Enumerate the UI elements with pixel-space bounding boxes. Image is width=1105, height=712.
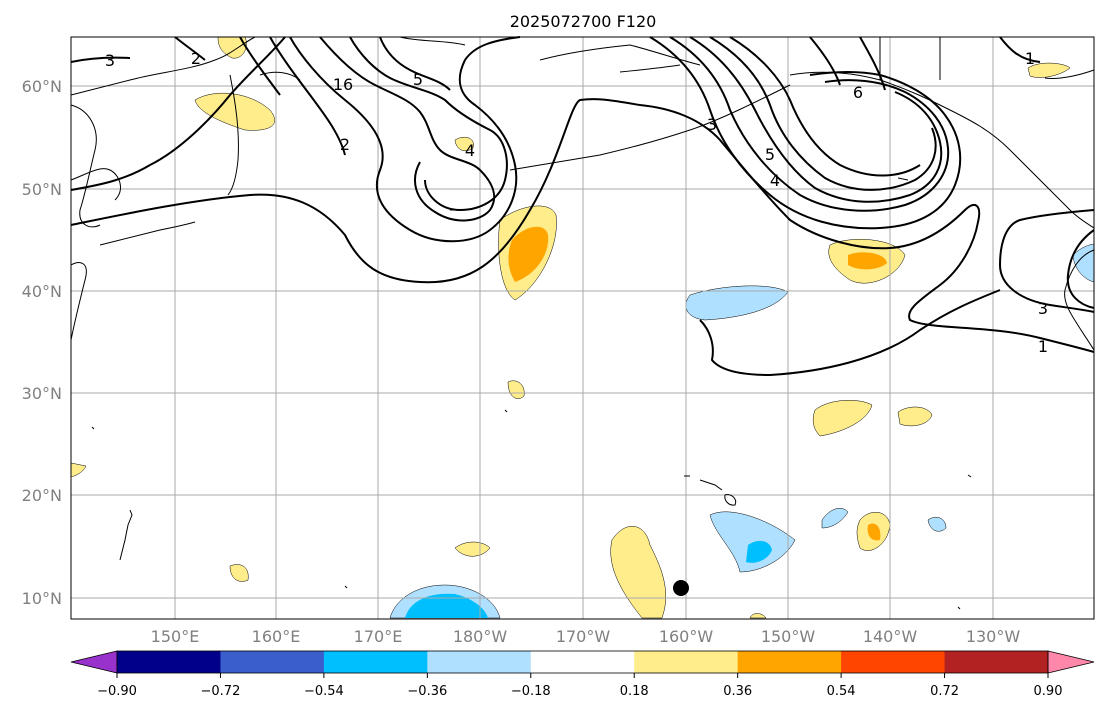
map-title: 2025072700 F120 <box>510 12 657 31</box>
fill-patch-light-blue <box>709 511 796 573</box>
fill-patch-yellow <box>812 400 873 437</box>
fill-patch-yellow <box>194 92 275 131</box>
colorbar-outline <box>116 650 1049 674</box>
colorbar-tick-label: −0.72 <box>201 684 241 699</box>
contour-label: 3 <box>105 51 115 70</box>
contour-label: 1 <box>1038 337 1048 356</box>
colorbar-extend-max <box>1047 650 1095 674</box>
colorbar-tick-label: −0.90 <box>97 684 137 699</box>
colorbar-segment <box>323 651 428 673</box>
latitude-label: 30°N <box>22 384 62 403</box>
latitude-axis: 60°N 50°N 40°N 30°N 20°N 10°N <box>22 77 62 608</box>
fill-patch-deep-blue <box>405 593 488 618</box>
fill-patch-yellow <box>217 36 247 59</box>
fill-patch-yellow <box>454 137 474 151</box>
colorbar-tick-label: −0.36 <box>407 684 447 699</box>
colorbar-segment <box>220 651 325 673</box>
map-frame <box>70 36 1095 620</box>
longitude-label: 130°W <box>966 627 1021 646</box>
longitude-label: 140°W <box>863 627 918 646</box>
fill-patch-light-blue <box>927 517 947 532</box>
latitude-label: 50°N <box>22 180 62 199</box>
fill-patch-yellow <box>454 541 491 557</box>
colorbar-tick-label: 0.18 <box>620 684 649 699</box>
colorbar-segment <box>634 651 739 673</box>
colorbar-segment <box>841 651 946 673</box>
colorbar-extend-min <box>70 650 118 674</box>
longitude-label: 150°W <box>761 627 816 646</box>
fill-patch-light-blue <box>685 285 789 321</box>
longitude-label: 170°W <box>556 627 611 646</box>
fill-patch-yellow <box>749 613 767 619</box>
longitude-label: 170°E <box>354 627 403 646</box>
latitude-label: 40°N <box>22 282 62 301</box>
graticule <box>71 37 1094 619</box>
fill-patch-yellow <box>1027 62 1071 78</box>
colorbar-tick-label: −0.54 <box>304 684 344 699</box>
fill-patch-orange <box>848 252 887 270</box>
fill-patch-light-blue <box>821 508 849 529</box>
colorbar-tick-label: 0.72 <box>930 684 959 699</box>
fill-patch-deep-blue <box>746 540 772 563</box>
colorbar-segment <box>530 651 635 673</box>
fill-patch-orange <box>867 523 881 541</box>
contour-label: 2 <box>340 135 350 154</box>
longitude-label: 150°E <box>151 627 200 646</box>
colorbar-segment <box>944 651 1049 673</box>
colorbar-tick-label: 0.54 <box>827 684 856 699</box>
colorbar-segment <box>117 651 221 673</box>
colorbar-tick-label: 0.36 <box>723 684 752 699</box>
contour-label: 4 <box>465 141 475 160</box>
contour-label: 3 <box>707 115 717 134</box>
contour-label: 4 <box>770 171 780 190</box>
contour-label: 16 <box>333 75 353 94</box>
longitude-axis: 150°E 160°E 170°E 180°W 170°W 160°W 150°… <box>151 627 1021 646</box>
colorbar-segment <box>737 651 842 673</box>
anomaly-fills <box>70 36 1095 619</box>
contour-label: 1 <box>1025 49 1035 68</box>
fill-patch-orange <box>508 226 549 282</box>
longitude-label: 180°W <box>453 627 508 646</box>
contour-label: 5 <box>413 70 423 89</box>
contour-label-group: 3 2 16 5 4 2 3 5 4 6 1 3 1 <box>105 49 1048 356</box>
longitude-label: 160°W <box>659 627 714 646</box>
fill-patch-yellow <box>897 406 933 427</box>
longitude-label: 160°E <box>252 627 301 646</box>
colorbar-ticks: −0.90 −0.72 −0.54 −0.36 −0.18 0.18 0.36 0.54 0.7… <box>97 673 1062 699</box>
contours <box>70 36 1095 377</box>
location-marker <box>673 580 689 596</box>
colorbar-tick-label: 0.90 <box>1034 684 1063 699</box>
contour-label: 6 <box>853 83 863 102</box>
colorbar: −0.90 −0.72 −0.54 −0.36 −0.18 0.18 0.36 0.54 0.7… <box>70 650 1095 699</box>
latitude-label: 20°N <box>22 486 62 505</box>
latitude-label: 60°N <box>22 77 62 96</box>
contour-label: 3 <box>1038 299 1048 318</box>
latitude-label: 10°N <box>22 589 62 608</box>
colorbar-segment <box>427 651 532 673</box>
fill-patch-yellow <box>610 526 666 619</box>
contour-label: 2 <box>191 49 201 68</box>
colorbar-tick-label: −0.18 <box>511 684 551 699</box>
fill-patch-yellow <box>229 564 249 582</box>
colorbar-segments <box>117 651 1049 673</box>
islands <box>91 177 972 610</box>
contour-label: 5 <box>765 145 775 164</box>
